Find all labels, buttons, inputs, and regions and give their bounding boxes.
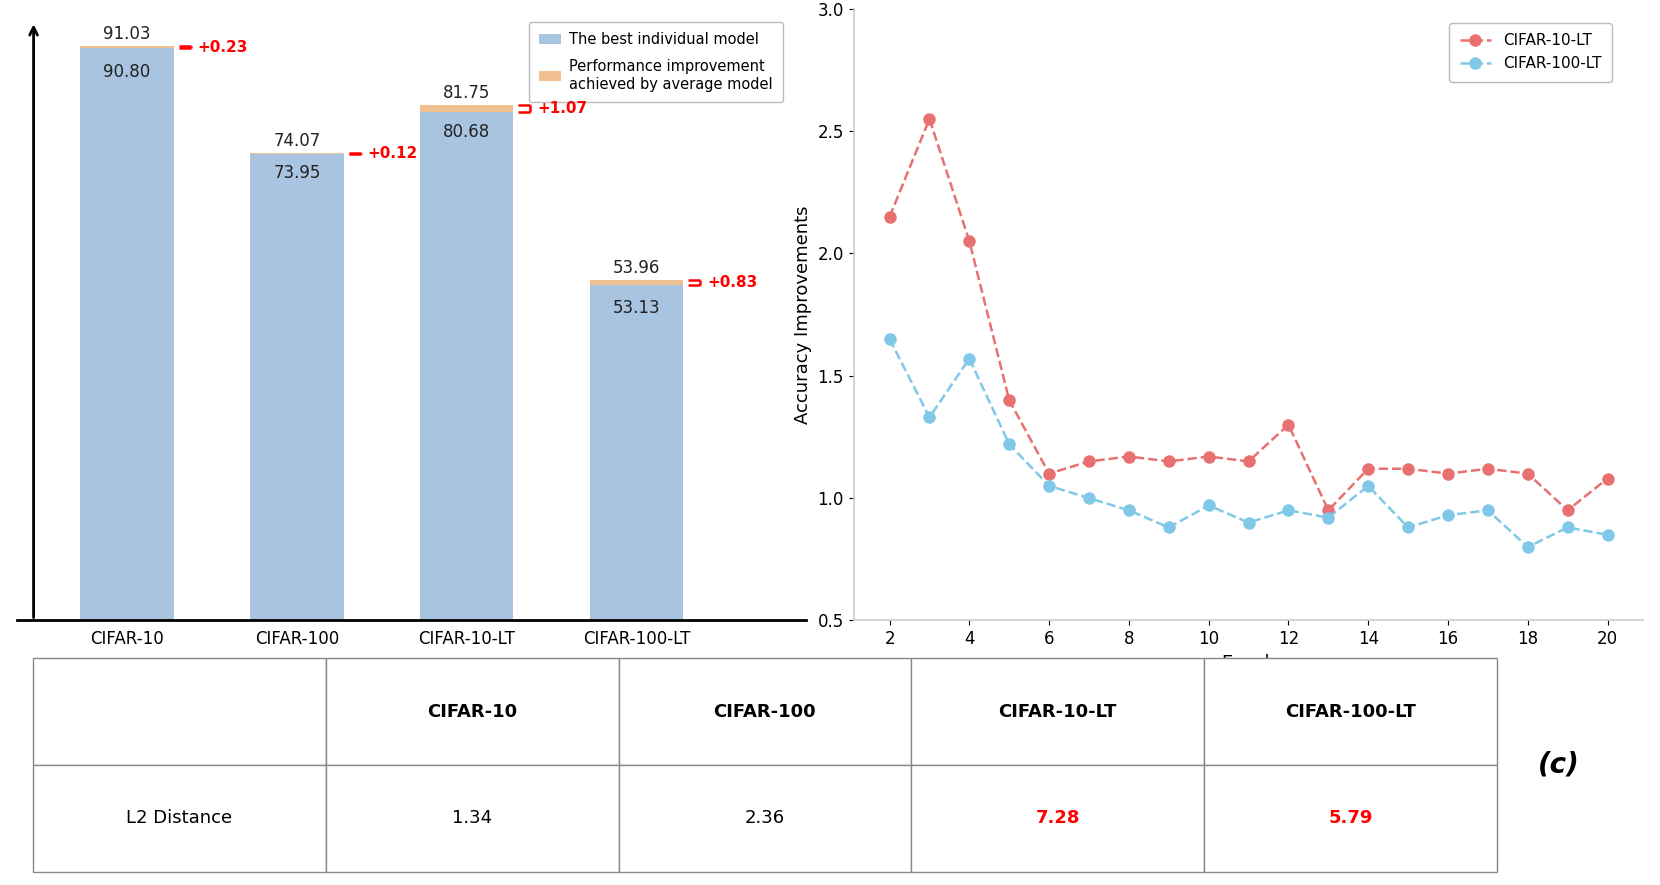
CIFAR-10-LT <box>1557 505 1577 516</box>
CIFAR-100-LT <box>959 353 979 364</box>
CIFAR-100-LT <box>1318 512 1338 523</box>
CIFAR-10-LT <box>999 395 1019 405</box>
CIFAR-10-LT <box>1517 468 1537 479</box>
Text: +0.12: +0.12 <box>367 146 418 161</box>
Bar <box>589 286 684 620</box>
Text: +1.07: +1.07 <box>538 101 588 116</box>
Bar <box>589 281 684 286</box>
Text: +0.23: +0.23 <box>198 40 247 55</box>
CIFAR-100-LT <box>1438 510 1457 520</box>
CIFAR-100-LT <box>1597 529 1617 540</box>
CIFAR-10-LT <box>1477 464 1497 474</box>
Text: 74.07: 74.07 <box>274 132 320 150</box>
CIFAR-10-LT <box>1278 419 1298 430</box>
CIFAR-100-LT <box>1039 481 1059 491</box>
CIFAR-10-LT <box>1199 451 1218 462</box>
CIFAR-100-LT <box>1517 542 1537 552</box>
CIFAR-10-LT <box>1039 468 1059 479</box>
Legend: CIFAR-10-LT, CIFAR-100-LT: CIFAR-10-LT, CIFAR-100-LT <box>1449 23 1612 81</box>
CIFAR-10-LT <box>1119 451 1139 462</box>
X-axis label: Epoch: Epoch <box>1222 654 1277 672</box>
Bar <box>420 105 513 112</box>
Bar <box>80 47 174 48</box>
CIFAR-100-LT <box>880 334 900 344</box>
CIFAR-10-LT <box>1438 468 1457 479</box>
Text: 80.68: 80.68 <box>443 123 490 141</box>
Text: 53.96: 53.96 <box>613 259 661 277</box>
Text: 73.95: 73.95 <box>274 164 320 181</box>
Bar <box>420 112 513 620</box>
CIFAR-10-LT <box>1238 456 1258 466</box>
Text: 53.13: 53.13 <box>613 299 661 318</box>
CIFAR-10-LT <box>920 113 940 124</box>
CIFAR-10-LT <box>959 236 979 247</box>
CIFAR-10-LT <box>1079 456 1099 466</box>
CIFAR-10-LT <box>1358 464 1378 474</box>
CIFAR-100-LT <box>920 412 940 423</box>
Text: 91.03: 91.03 <box>103 26 151 43</box>
CIFAR-10-LT <box>1159 456 1179 466</box>
Bar <box>80 48 174 620</box>
CIFAR-100-LT <box>999 439 1019 450</box>
CIFAR-100-LT <box>1358 481 1378 491</box>
CIFAR-100-LT <box>1079 493 1099 504</box>
CIFAR-100-LT <box>1398 522 1418 533</box>
CIFAR-100-LT <box>1238 517 1258 527</box>
CIFAR-100-LT <box>1278 505 1298 516</box>
CIFAR-100-LT <box>1199 500 1218 511</box>
Text: +0.83: +0.83 <box>707 275 757 290</box>
CIFAR-10-LT <box>1398 464 1418 474</box>
Line: CIFAR-10-LT: CIFAR-10-LT <box>883 112 1614 517</box>
CIFAR-10-LT <box>1597 473 1617 484</box>
CIFAR-10-LT <box>1318 505 1338 516</box>
Line: CIFAR-100-LT: CIFAR-100-LT <box>883 333 1614 553</box>
CIFAR-100-LT <box>1119 505 1139 516</box>
Text: 81.75: 81.75 <box>443 84 490 102</box>
Legend: The best individual model, Performance improvement
achieved by average model: The best individual model, Performance i… <box>528 22 784 102</box>
Text: 90.80: 90.80 <box>103 63 151 81</box>
Text: (a): (a) <box>742 24 787 52</box>
Bar <box>251 154 344 620</box>
CIFAR-10-LT <box>880 212 900 222</box>
CIFAR-100-LT <box>1477 505 1497 516</box>
Y-axis label: Accuracy Improvements: Accuracy Improvements <box>793 205 812 424</box>
CIFAR-100-LT <box>1159 522 1179 533</box>
CIFAR-100-LT <box>1557 522 1577 533</box>
Text: (c): (c) <box>1537 751 1579 779</box>
